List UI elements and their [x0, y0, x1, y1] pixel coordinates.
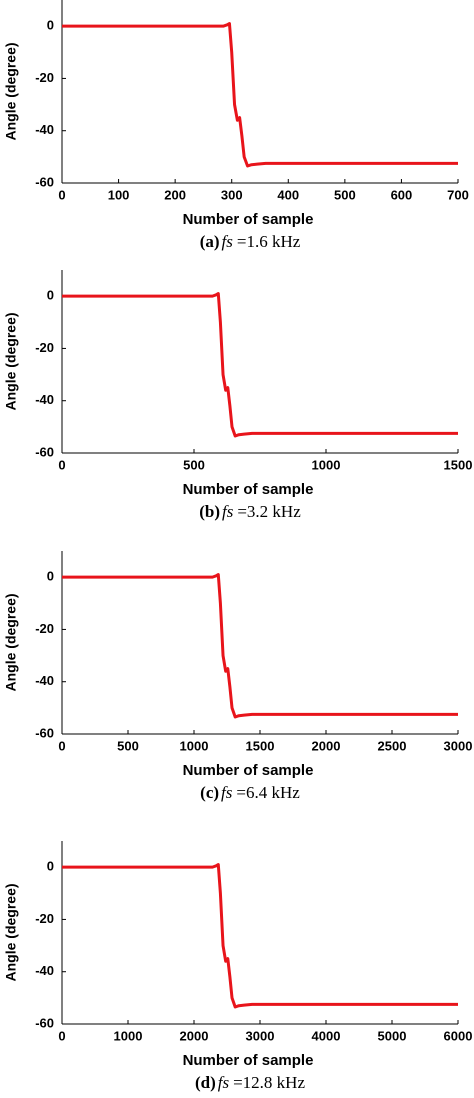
- data-line: [62, 292, 458, 438]
- data-line: [62, 573, 458, 719]
- y-tick-label: 0: [47, 18, 54, 33]
- data-line: [62, 22, 458, 168]
- y-tick-label: -60: [35, 174, 54, 189]
- x-tick-label: 2500: [378, 738, 407, 753]
- y-tick-label: -40: [35, 673, 54, 688]
- y-tick-label: -20: [35, 340, 54, 355]
- x-tick-label: 1500: [246, 738, 275, 753]
- caption: (d) fs =12.8 kHz: [195, 1073, 305, 1092]
- y-tick-label: -40: [35, 392, 54, 407]
- y-tick-label: -20: [35, 70, 54, 85]
- y-tick-label: 0: [47, 569, 54, 584]
- y-tick-label: -60: [35, 725, 54, 740]
- x-tick-label: 700: [447, 187, 469, 202]
- caption-symbol: fs: [221, 783, 233, 802]
- x-tick-label: 0: [58, 187, 65, 202]
- y-axis-label: Angle (degree): [3, 883, 19, 981]
- panel: -60 -40 -20 0 0 100 200 300 400 500 600 700 Angle (d…: [3, 0, 469, 251]
- x-tick-label: 1000: [312, 457, 341, 472]
- caption-text: =6.4 kHz: [236, 783, 300, 802]
- y-tick-label: -60: [35, 1015, 54, 1030]
- x-tick-label: 3000: [246, 1028, 275, 1043]
- y-tick-label: -20: [35, 911, 54, 926]
- x-tick-label: 1500: [444, 457, 473, 472]
- x-axis-label: Number of sample: [183, 211, 314, 228]
- x-tick-label: 400: [277, 187, 299, 202]
- caption-text: =3.2 kHz: [237, 502, 301, 521]
- x-axis-label: Number of sample: [183, 762, 314, 779]
- x-tick-label: 0: [58, 457, 65, 472]
- y-tick-label: -40: [35, 122, 54, 137]
- caption-text: =1.6 kHz: [237, 232, 301, 251]
- x-tick-label: 500: [334, 187, 356, 202]
- y-tick-label: -60: [35, 444, 54, 459]
- x-tick-label: 5000: [378, 1028, 407, 1043]
- x-tick-label: 2000: [312, 738, 341, 753]
- x-tick-label: 300: [221, 187, 243, 202]
- caption-label: (d): [195, 1073, 216, 1092]
- y-axis-label: Angle (degree): [3, 593, 19, 691]
- y-axis-label: Angle (degree): [3, 312, 19, 410]
- x-axis-label: Number of sample: [183, 481, 314, 498]
- y-tick-label: 0: [47, 859, 54, 874]
- caption-label: (a): [200, 232, 220, 251]
- x-tick-label: 0: [58, 1028, 65, 1043]
- caption-symbol: fs: [222, 502, 234, 521]
- x-tick-label: 200: [164, 187, 186, 202]
- panel: -60 -40 -20 0 0 500 1000 1500 2000 2500 3000 Angle …: [3, 551, 473, 802]
- x-axis-label: Number of sample: [183, 1052, 314, 1069]
- caption-text: =12.8 kHz: [233, 1073, 305, 1092]
- x-tick-label: 4000: [312, 1028, 341, 1043]
- caption: (c) fs =6.4 kHz: [200, 783, 300, 802]
- caption-label: (b): [199, 502, 220, 521]
- x-tick-label: 100: [108, 187, 130, 202]
- y-tick-label: -20: [35, 621, 54, 636]
- data-line: [62, 863, 458, 1009]
- x-tick-label: 6000: [444, 1028, 473, 1043]
- x-tick-label: 1000: [114, 1028, 143, 1043]
- panel: -60 -40 -20 0 0 1000 2000 3000 4000 5000 6000 Angle…: [3, 841, 473, 1092]
- caption-symbol: fs: [218, 1073, 230, 1092]
- x-tick-label: 500: [117, 738, 139, 753]
- x-tick-label: 0: [58, 738, 65, 753]
- panel: -60 -40 -20 0 0 500 1000 1500 Angle (degree) Numb…: [3, 270, 473, 521]
- x-tick-label: 3000: [444, 738, 473, 753]
- x-tick-label: 500: [183, 457, 205, 472]
- y-tick-label: -40: [35, 963, 54, 978]
- x-tick-label: 600: [391, 187, 413, 202]
- y-tick-label: 0: [47, 288, 54, 303]
- caption-symbol: fs: [222, 232, 234, 251]
- y-axis-label: Angle (degree): [3, 42, 19, 140]
- x-tick-label: 2000: [180, 1028, 209, 1043]
- caption: (a) fs =1.6 kHz: [200, 232, 301, 251]
- caption-label: (c): [200, 783, 219, 802]
- caption: (b) fs =3.2 kHz: [199, 502, 301, 521]
- x-tick-label: 1000: [180, 738, 209, 753]
